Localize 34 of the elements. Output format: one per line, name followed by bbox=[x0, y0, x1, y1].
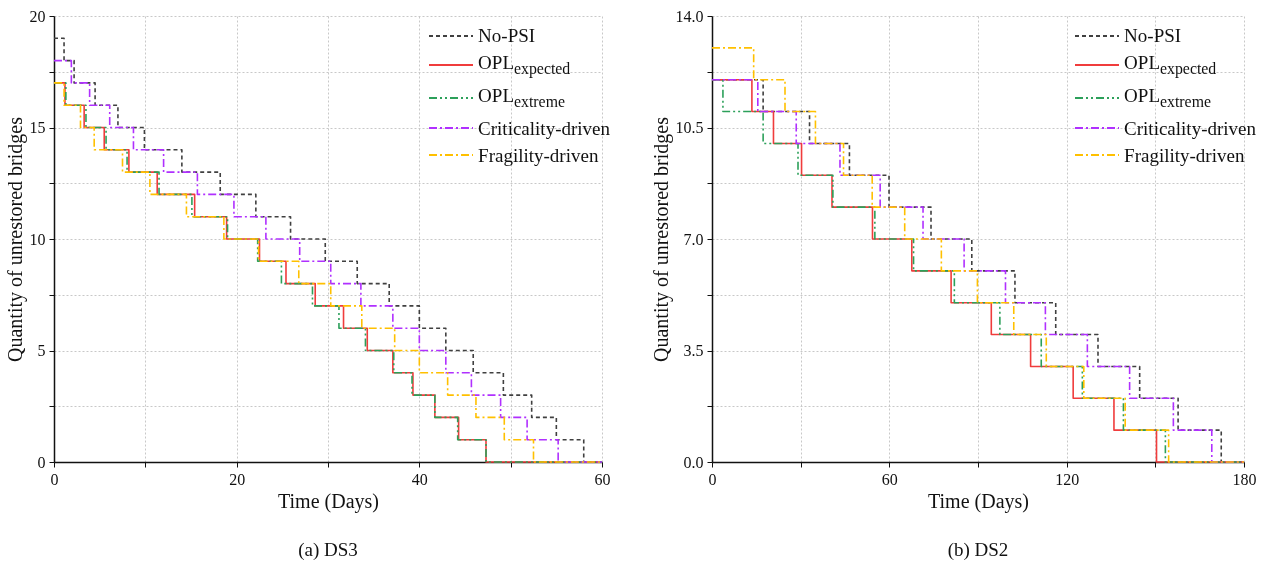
legend-label: No-PSI bbox=[1124, 24, 1182, 48]
x-tick-label: 60 bbox=[594, 470, 611, 488]
legend-label: OPL$_{expected}$ bbox=[478, 51, 571, 80]
y-tick-label: 0.0 bbox=[683, 453, 704, 471]
y-tick-label: 5 bbox=[37, 342, 46, 359]
x-axis-title: Time (Days) bbox=[928, 489, 1029, 513]
y-tick-label: 0 bbox=[37, 453, 46, 471]
legend-label: Criticality-driven bbox=[478, 116, 610, 141]
text: (a) DS3 bbox=[298, 539, 358, 561]
y-tick-label: 10 bbox=[29, 230, 46, 248]
y-tick-label: 15 bbox=[29, 119, 46, 136]
x-tick-label: 20 bbox=[229, 470, 246, 488]
y-tick-label: 20 bbox=[29, 7, 46, 25]
y-tick-label: 3.5 bbox=[683, 342, 704, 359]
legend-label: OPL$_{extreme}$ bbox=[478, 83, 565, 112]
x-tick-label: 0 bbox=[50, 470, 59, 488]
y-tick-label: 14.0 bbox=[675, 7, 704, 25]
legend-label: Criticality-driven bbox=[1124, 116, 1256, 141]
y-tick-label: 10.5 bbox=[675, 119, 704, 136]
text: (b) DS2 bbox=[947, 539, 1009, 561]
x-tick-label: 180 bbox=[1232, 470, 1257, 488]
legend-label: Fragility-driven bbox=[1124, 143, 1245, 168]
y-axis-title: Quantity of unrestored bridges bbox=[649, 116, 673, 362]
legend-label: OPL$_{expected}$ bbox=[1124, 51, 1217, 80]
legend-label: Fragility-driven bbox=[478, 143, 599, 168]
x-tick-label: 0 bbox=[708, 470, 717, 488]
y-tick-label: 7.0 bbox=[683, 230, 704, 248]
x-axis-title: Time (Days) bbox=[278, 489, 379, 513]
x-tick-label: 60 bbox=[881, 470, 898, 488]
x-tick-label: 120 bbox=[1055, 470, 1080, 488]
x-tick-label: 40 bbox=[411, 470, 428, 488]
y-axis-title: Quantity of unrestored bridges bbox=[3, 116, 27, 362]
legend-label: OPL$_{extreme}$ bbox=[1124, 83, 1211, 112]
legend-label: No-PSI bbox=[478, 24, 536, 48]
